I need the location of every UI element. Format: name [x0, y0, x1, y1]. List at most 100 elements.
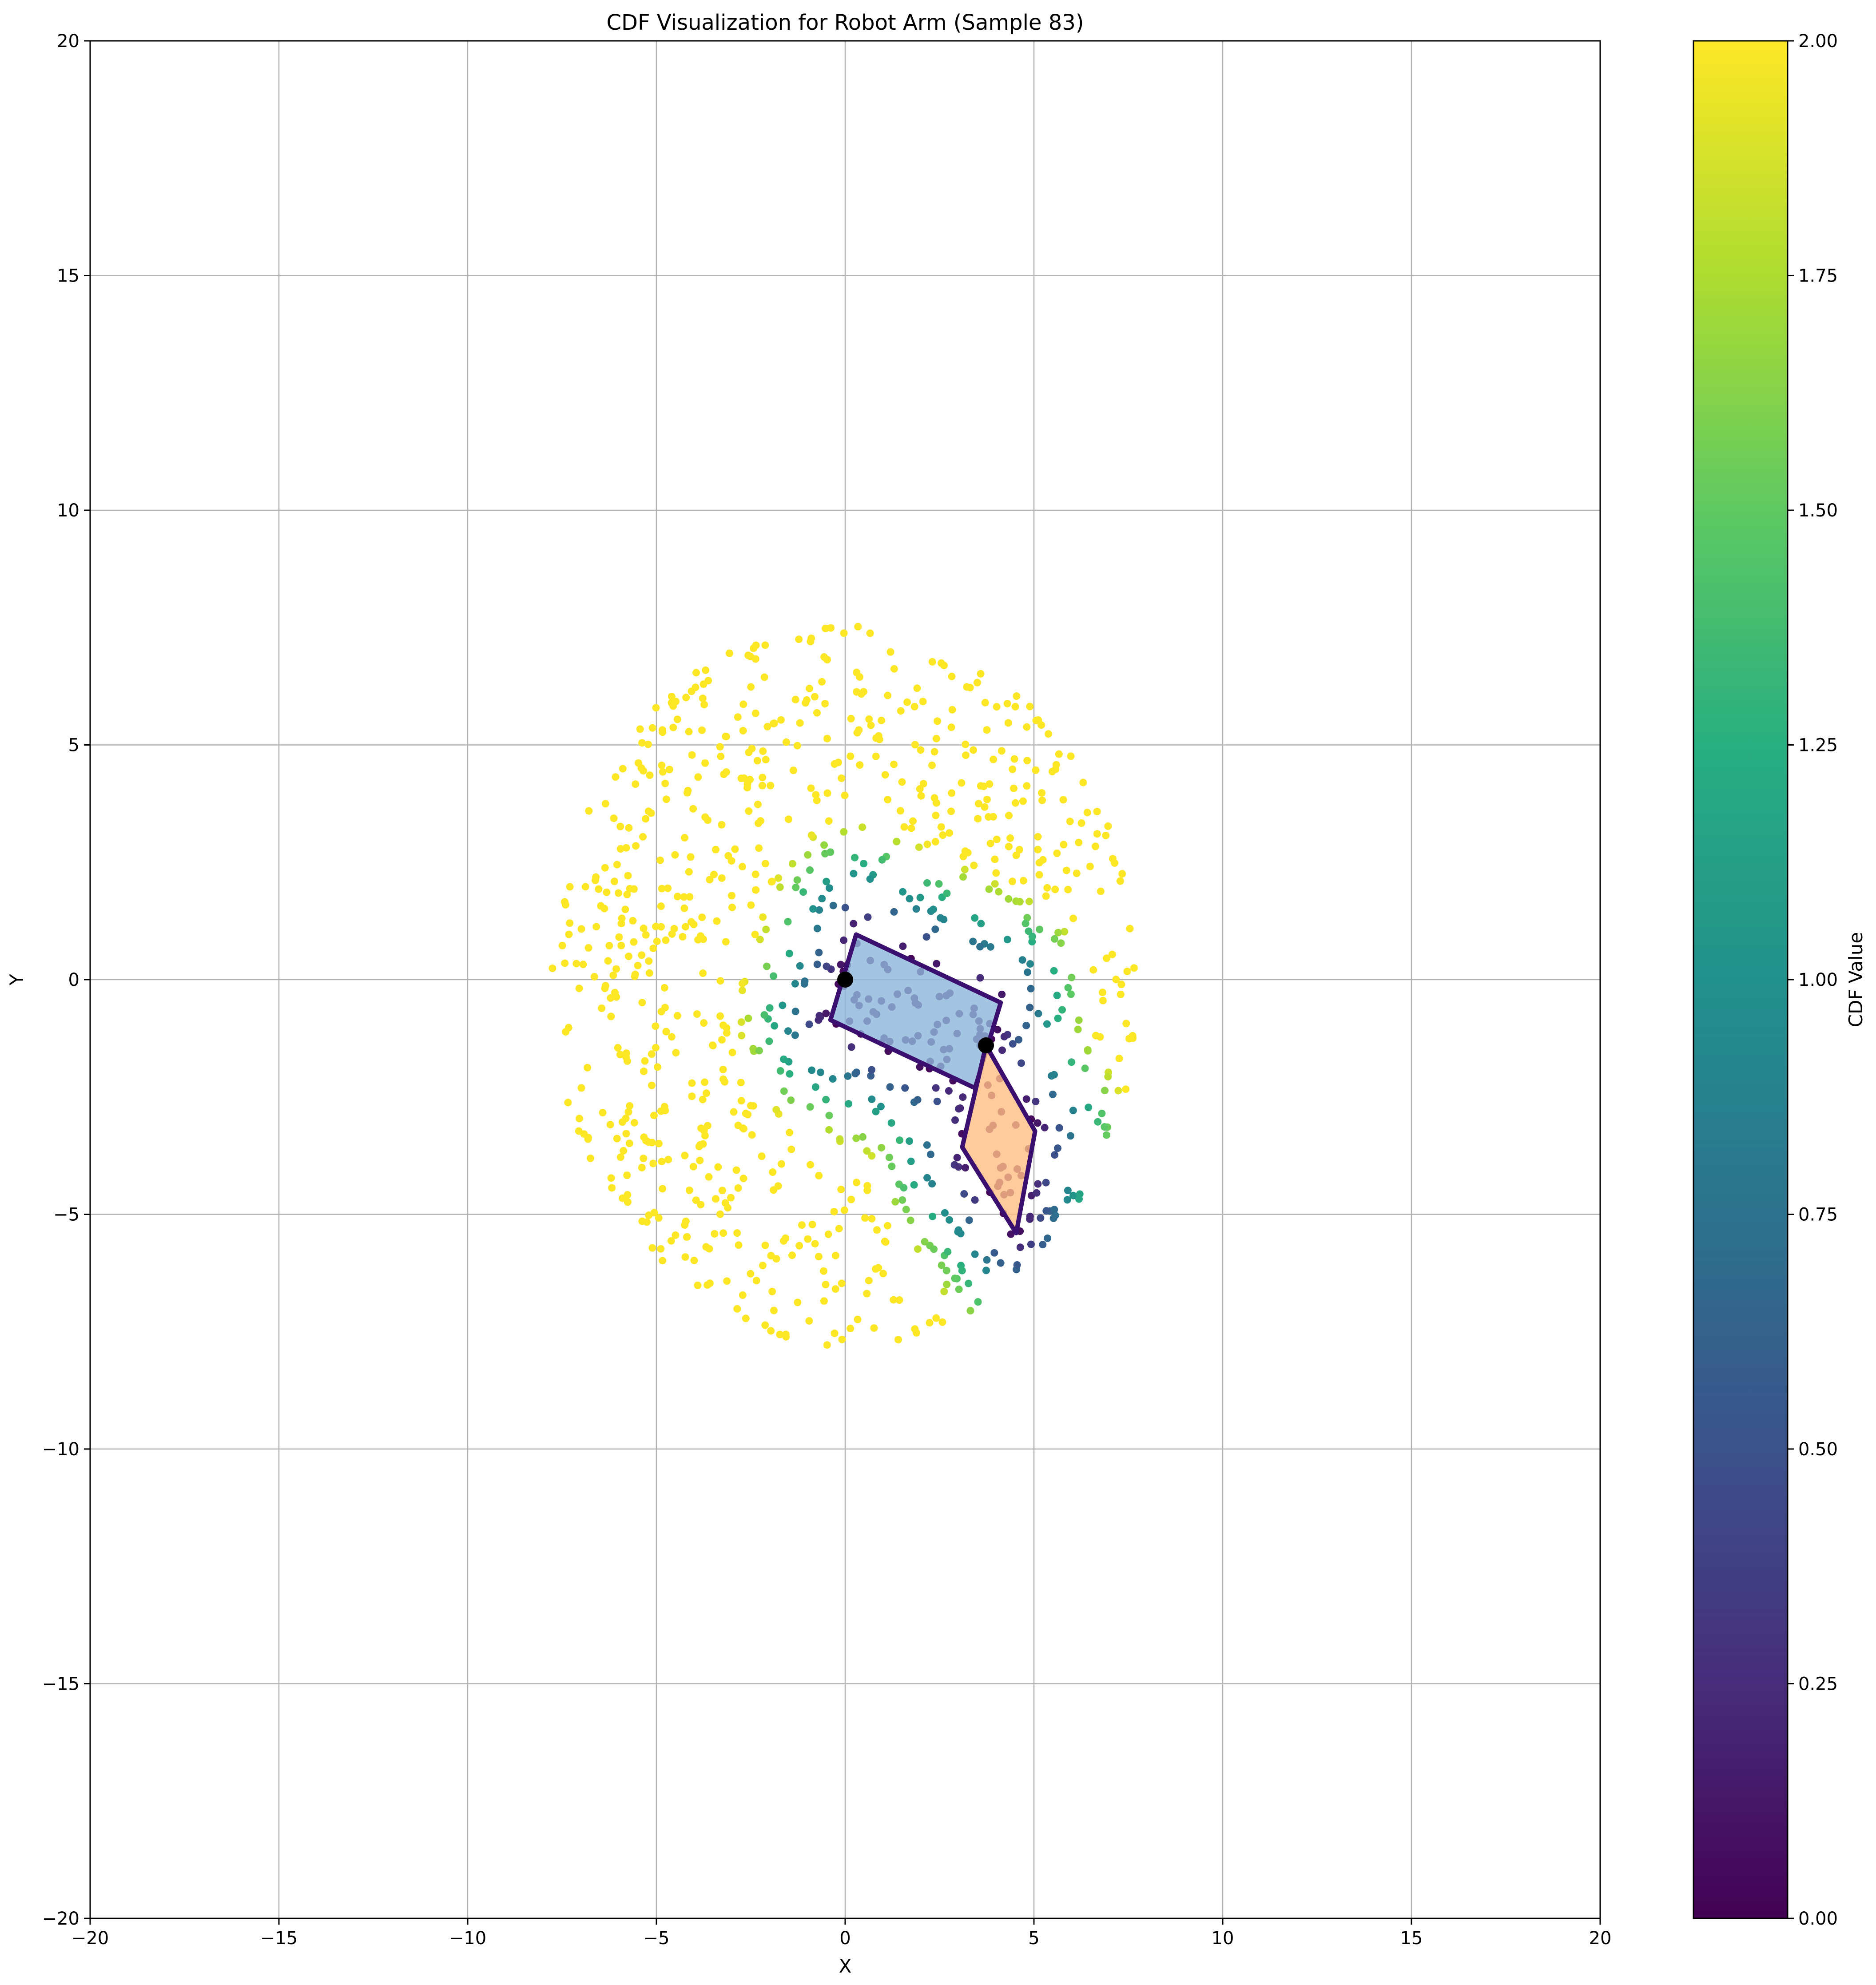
sample-point — [634, 961, 642, 969]
sample-point — [728, 903, 736, 911]
sample-point — [1074, 1025, 1082, 1033]
sample-point — [854, 623, 862, 631]
sample-point — [909, 817, 917, 825]
sample-point — [840, 1206, 848, 1214]
x-tick-label: −15 — [260, 1928, 298, 1949]
sample-point — [898, 778, 906, 786]
sample-point — [716, 1210, 724, 1218]
sample-point — [893, 838, 901, 846]
sample-point — [1032, 766, 1040, 774]
sample-point — [872, 1108, 880, 1116]
sample-point — [1123, 968, 1131, 975]
sample-point — [971, 914, 979, 922]
robot-links — [828, 932, 1037, 1235]
sample-point — [917, 746, 925, 754]
sample-point — [863, 1186, 871, 1194]
sample-point — [1081, 1064, 1089, 1072]
sample-point — [601, 800, 609, 808]
sample-point — [645, 969, 653, 977]
sample-point — [1042, 1207, 1050, 1215]
sample-point — [958, 1266, 966, 1274]
sample-point — [1069, 914, 1077, 922]
x-axis-ticks: −20 −15 −10 −5 0 5 10 15 20 — [72, 1918, 1611, 1949]
sample-point — [890, 760, 898, 768]
sample-point — [685, 728, 693, 736]
sample-point — [780, 1055, 788, 1063]
sample-point — [838, 774, 846, 782]
sample-point — [965, 1216, 973, 1224]
sample-point — [624, 872, 632, 880]
sample-point — [864, 913, 872, 921]
sample-point — [662, 795, 670, 803]
sample-point — [605, 942, 613, 949]
sample-point — [747, 683, 755, 691]
sample-point — [742, 1109, 750, 1117]
sample-point — [1051, 1151, 1059, 1159]
sample-point — [981, 803, 989, 811]
sample-point — [976, 943, 984, 951]
sample-point — [1005, 895, 1013, 903]
sample-point — [811, 693, 819, 701]
sample-point — [986, 839, 994, 847]
colorbar-ticks: 0.00 0.25 0.50 0.75 1.00 1.25 1.50 1.75 2.00 — [1788, 31, 1838, 1929]
sample-point — [948, 706, 956, 714]
sample-point — [667, 1237, 675, 1245]
sample-point — [1033, 1189, 1041, 1197]
sample-point — [657, 902, 665, 910]
sample-point — [878, 716, 885, 724]
y-tick-label: −10 — [42, 1439, 79, 1460]
sample-point — [902, 1206, 910, 1214]
colorbar-tick-label: 1.50 — [1798, 500, 1838, 521]
sample-point — [983, 795, 991, 803]
sample-point — [829, 1075, 837, 1083]
sample-point — [815, 949, 823, 957]
sample-point — [652, 704, 660, 712]
sample-point — [1010, 755, 1018, 763]
sample-point — [1023, 757, 1031, 765]
sample-point — [640, 1155, 648, 1162]
sample-point — [655, 1214, 663, 1222]
sample-point — [804, 1235, 812, 1243]
sample-point — [607, 1012, 615, 1020]
sample-point — [679, 933, 687, 941]
sample-point — [717, 752, 725, 760]
sample-point — [730, 1108, 738, 1116]
sample-point — [718, 1036, 726, 1044]
sample-point — [747, 653, 755, 660]
sample-point — [1075, 1016, 1083, 1024]
sample-point — [932, 1084, 940, 1092]
sample-point — [955, 1286, 963, 1293]
sample-point — [734, 1121, 742, 1129]
sample-point — [645, 1211, 653, 1219]
sample-point — [1060, 841, 1068, 849]
sample-point — [847, 1325, 855, 1333]
sample-point — [648, 1050, 656, 1058]
sample-point — [565, 930, 573, 938]
sample-point — [791, 980, 799, 988]
sample-point — [847, 752, 855, 760]
sample-point — [776, 1067, 784, 1075]
sample-point — [938, 1261, 946, 1269]
sample-point — [733, 1305, 741, 1313]
sample-point — [648, 724, 656, 732]
sample-point — [753, 757, 761, 765]
sample-point — [579, 961, 587, 969]
sample-point — [723, 1277, 731, 1285]
sample-point — [772, 1106, 780, 1114]
sample-point — [696, 1156, 704, 1164]
sample-point — [921, 1238, 929, 1246]
sample-point — [922, 933, 930, 941]
sample-point — [728, 1048, 736, 1056]
sample-point — [867, 721, 875, 729]
sample-point — [998, 747, 1006, 755]
sample-point — [777, 716, 785, 724]
sample-point — [619, 1194, 627, 1202]
sample-point — [752, 1277, 760, 1285]
sample-point — [692, 669, 700, 677]
sample-point — [1005, 842, 1013, 850]
sample-point — [1041, 1124, 1049, 1131]
sample-point — [740, 774, 748, 782]
sample-point — [946, 1216, 954, 1224]
sample-point — [847, 715, 855, 723]
